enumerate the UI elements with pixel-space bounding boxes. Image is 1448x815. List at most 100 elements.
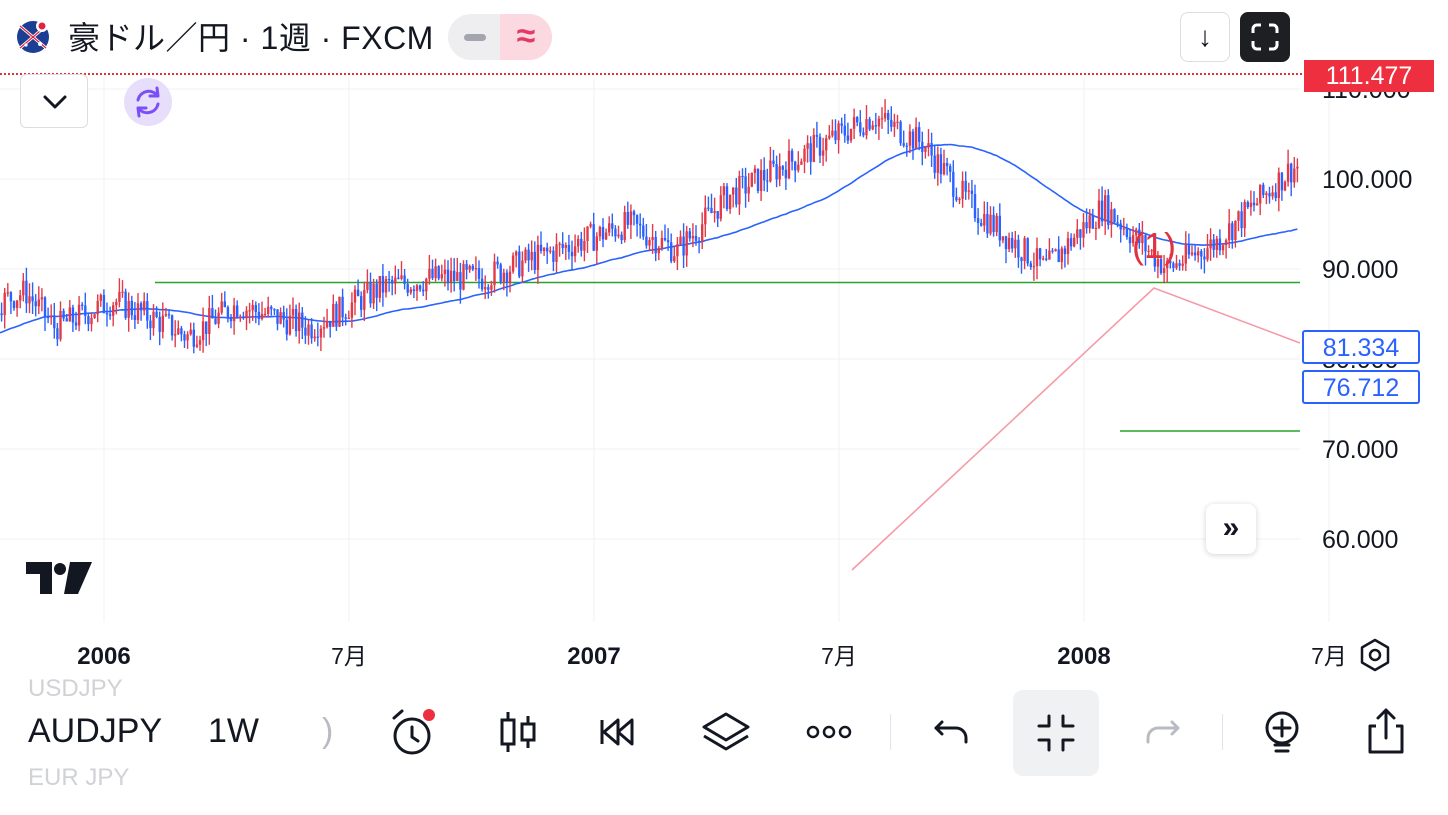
symbol-picker[interactable]: AUDJPY [28,712,163,750]
chart-mode-toggle[interactable]: ≈ [448,14,552,60]
redo-icon[interactable] [1130,700,1194,764]
candle-body [360,296,363,310]
candle-body [1262,184,1265,195]
candle-body [366,282,369,291]
candle-body [1076,229,1079,238]
share-icon[interactable] [1354,700,1418,764]
toolbar-divider [890,714,891,750]
candle-body [164,314,168,316]
candle-body [604,232,608,240]
candle-body [936,154,939,173]
candle-body [493,261,496,286]
candle-body [735,187,738,205]
scroll-to-latest-button[interactable]: » [1206,504,1256,554]
candle-body [307,324,310,336]
candle-body [223,301,226,308]
candle-body [99,294,102,301]
candle-body [691,235,695,239]
candle-body [56,328,59,340]
candle-body [68,307,71,322]
candle-body [1237,211,1240,221]
candle-body [34,301,37,307]
candle-body [437,266,440,279]
candle-body [189,329,192,335]
candle-body [552,250,555,262]
candle-body [449,270,453,283]
fullscreen-button[interactable] [1240,12,1290,62]
candle-body [220,301,223,313]
candles-icon[interactable] [486,700,550,764]
candle-body [406,283,409,293]
interval-picker[interactable]: 1W [208,712,259,750]
x-tick-label: 2007 [567,643,620,670]
candle-body [115,301,118,306]
candle-body [1079,229,1082,238]
candle-body [558,243,561,245]
candle-body [592,224,595,251]
chart-settings-icon[interactable] [1356,636,1394,674]
candle-body [384,279,388,293]
symbol-title[interactable]: 豪ドル／円 · 1週 · FXCM [68,20,434,56]
candle-body [440,274,443,279]
candle-body [701,224,704,241]
candle-body [694,235,698,241]
minus-icon[interactable] [464,34,486,41]
candle-body [899,121,902,144]
add-idea-icon[interactable] [1250,700,1314,764]
candle-body [43,297,47,317]
candle-body [1293,168,1296,183]
layers-icon[interactable] [694,700,758,764]
candle-body [1190,252,1194,255]
undo-icon[interactable] [920,700,984,764]
exit-fullscreen-button[interactable] [1013,690,1099,776]
candle-body [217,312,220,324]
candle-body [1100,200,1104,222]
symbol-picker-next[interactable]: EUR JPY [28,764,130,791]
symbol-picker-prev[interactable]: USDJPY [28,675,123,702]
candle-body [298,312,301,332]
candle-body [1187,244,1191,255]
candle-body [589,224,592,227]
more-icon[interactable] [797,700,861,764]
candle-body [22,280,25,296]
candle-body [818,136,822,156]
candle-body [226,307,230,318]
candle-body [242,316,245,319]
candle-body [679,236,682,245]
candle-body [874,125,877,127]
candle-body [291,308,295,316]
candle-body [825,138,828,151]
replay-icon[interactable] [588,700,652,764]
candle-body [1001,236,1005,241]
x-axis: 20067月20077月20087月20097月20107月 [77,643,1347,670]
candle-body [1051,250,1054,252]
candle-body [105,313,109,315]
candle-body [505,272,509,283]
candle-body [1221,245,1225,251]
candle-body [372,283,375,304]
candle-body [480,278,484,290]
candle-body [862,132,865,136]
candle-body [1026,238,1029,264]
collapse-legend-button[interactable] [20,74,88,128]
candle-body [784,169,788,179]
candle-body [1206,248,1209,260]
refresh-button[interactable] [124,78,172,126]
candle-body [316,336,319,338]
alarm-clock-icon[interactable] [380,700,444,764]
candle-body [660,238,664,249]
candle-body [1274,192,1277,199]
download-arrow-icon[interactable]: ↓ [1180,12,1230,62]
candle-body [973,194,977,219]
candle-body [313,336,316,339]
approx-icon[interactable]: ≈ [500,14,552,60]
candle-body [911,131,915,149]
price-chart[interactable]: (1) 110.000100.00090.00080.00070.00060.0… [0,70,1448,682]
candle-body [744,176,747,194]
candle-body [1283,181,1287,191]
candle-body [1277,172,1280,199]
candle-body [136,303,140,321]
candle-body [806,143,809,149]
candle-body [341,296,344,318]
chevron-down-icon [43,95,67,109]
